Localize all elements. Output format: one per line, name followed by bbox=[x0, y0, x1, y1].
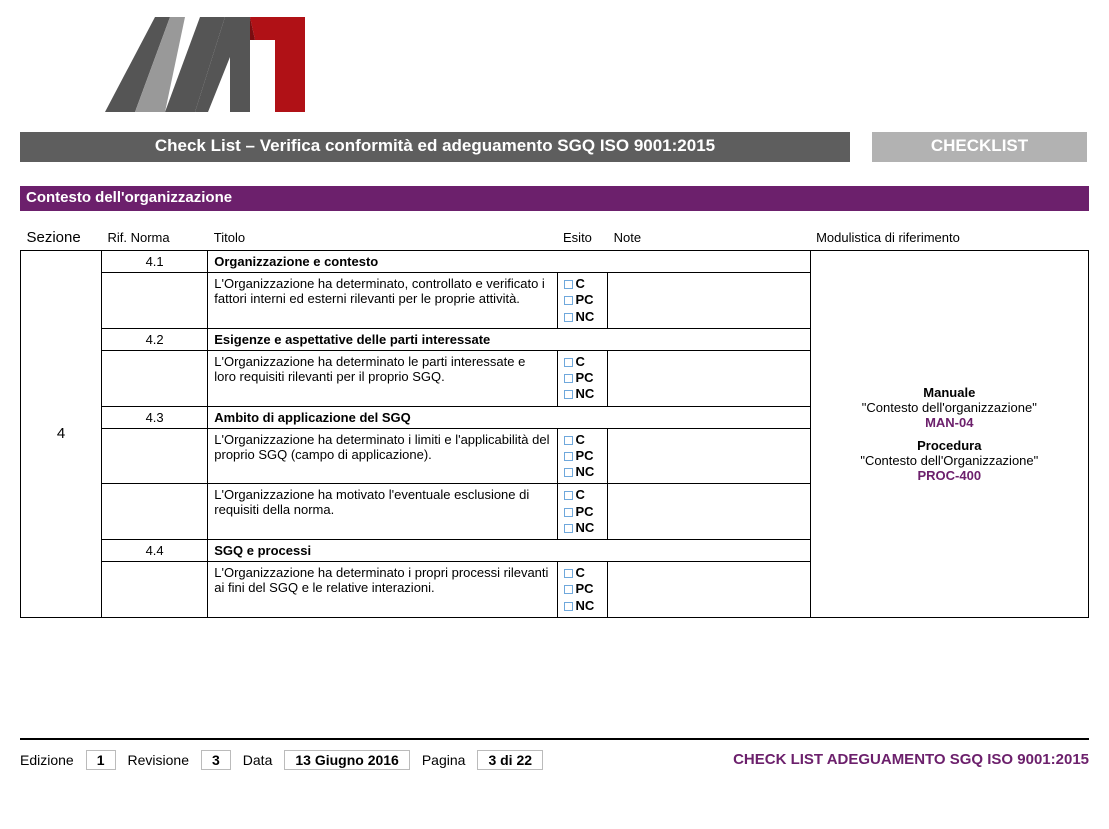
esito-option-label: PC bbox=[576, 581, 594, 596]
footer: Edizione 1 Revisione 3 Data 13 Giugno 20… bbox=[20, 738, 1089, 770]
esito-cell: CPC NC bbox=[557, 562, 608, 618]
col-rif-norma: Rif. Norma bbox=[101, 227, 207, 251]
section-heading: Contesto dell'organizzazione bbox=[20, 186, 1089, 211]
rif-norma-cell bbox=[101, 484, 207, 540]
footer-edizione-label: Edizione bbox=[20, 752, 74, 768]
esito-checkbox[interactable] bbox=[564, 436, 573, 445]
esito-cell: CPCNC bbox=[557, 428, 608, 484]
logo-area bbox=[20, 0, 1089, 132]
footer-pagina-value: 3 di 22 bbox=[477, 750, 543, 770]
footer-data-value: 13 Giugno 2016 bbox=[284, 750, 409, 770]
esito-option-label: C bbox=[576, 432, 585, 447]
esito-checkbox[interactable] bbox=[564, 491, 573, 500]
footer-revisione-label: Revisione bbox=[128, 752, 189, 768]
titolo-cell: L'Organizzazione ha motivato l'eventuale… bbox=[208, 484, 557, 540]
rif-norma-cell bbox=[101, 350, 207, 406]
note-cell[interactable] bbox=[608, 350, 810, 406]
checklist-table: Sezione Rif. Norma Titolo Esito Note Mod… bbox=[20, 227, 1089, 618]
rif-norma-cell: 4.3 bbox=[101, 406, 207, 428]
titolo-header-cell: Organizzazione e contesto bbox=[208, 251, 810, 273]
esito-checkbox[interactable] bbox=[564, 296, 573, 305]
note-cell[interactable] bbox=[608, 484, 810, 540]
rif-norma-cell: 4.4 bbox=[101, 540, 207, 562]
footer-edizione-value: 1 bbox=[86, 750, 116, 770]
logo-icon bbox=[100, 12, 310, 117]
col-modulistica: Modulistica di riferimento bbox=[810, 227, 1088, 251]
esito-option-label: NC bbox=[576, 386, 595, 401]
footer-doc-title: CHECK LIST ADEGUAMENTO SGQ ISO 9001:2015 bbox=[733, 751, 1089, 768]
esito-option-label: NC bbox=[576, 464, 595, 479]
footer-revisione-value: 3 bbox=[201, 750, 231, 770]
modulistica-desc: "Contesto dell'organizzazione" bbox=[817, 400, 1082, 415]
esito-checkbox[interactable] bbox=[564, 468, 573, 477]
rif-norma-cell bbox=[101, 428, 207, 484]
rif-norma-cell bbox=[101, 273, 207, 329]
esito-checkbox[interactable] bbox=[564, 452, 573, 461]
page-title-bar: Check List – Verifica conformità ed adeg… bbox=[20, 132, 850, 162]
titolo-cell: L'Organizzazione ha determinato i propri… bbox=[208, 562, 557, 618]
modulistica-title: Manuale bbox=[817, 385, 1082, 400]
esito-checkbox[interactable] bbox=[564, 569, 573, 578]
esito-checkbox[interactable] bbox=[564, 280, 573, 289]
col-esito: Esito bbox=[557, 227, 608, 251]
esito-option-label: PC bbox=[576, 504, 594, 519]
esito-checkbox[interactable] bbox=[564, 358, 573, 367]
note-cell[interactable] bbox=[608, 273, 810, 329]
esito-checkbox[interactable] bbox=[564, 390, 573, 399]
rif-norma-cell: 4.1 bbox=[101, 251, 207, 273]
note-cell[interactable] bbox=[608, 562, 810, 618]
modulistica-desc: "Contesto dell'Organizzazione" bbox=[817, 453, 1082, 468]
col-note: Note bbox=[608, 227, 810, 251]
titolo-header-cell: Esigenze e aspettative delle parti inter… bbox=[208, 328, 810, 350]
esito-checkbox[interactable] bbox=[564, 585, 573, 594]
esito-checkbox[interactable] bbox=[564, 313, 573, 322]
rif-norma-cell: 4.2 bbox=[101, 328, 207, 350]
esito-checkbox[interactable] bbox=[564, 524, 573, 533]
rif-norma-cell bbox=[101, 562, 207, 618]
titolo-cell: L'Organizzazione ha determinato i limiti… bbox=[208, 428, 557, 484]
col-sezione: Sezione bbox=[21, 227, 102, 251]
col-titolo: Titolo bbox=[208, 227, 557, 251]
esito-option-label: NC bbox=[576, 598, 595, 613]
modulistica-code: PROC-400 bbox=[817, 468, 1082, 483]
modulistica-title: Procedura bbox=[817, 438, 1082, 453]
esito-option-label: PC bbox=[576, 292, 594, 307]
esito-option-label: NC bbox=[576, 520, 595, 535]
esito-option-label: PC bbox=[576, 370, 594, 385]
modulistica-cell: Manuale"Contesto dell'organizzazione"MAN… bbox=[810, 251, 1088, 618]
esito-option-label: C bbox=[576, 276, 585, 291]
titolo-cell: L'Organizzazione ha determinato le parti… bbox=[208, 350, 557, 406]
sezione-cell: 4 bbox=[21, 251, 102, 618]
titolo-cell: L'Organizzazione ha determinato, control… bbox=[208, 273, 557, 329]
titolo-header-cell: SGQ e processi bbox=[208, 540, 810, 562]
esito-checkbox[interactable] bbox=[564, 508, 573, 517]
esito-cell: CPC NC bbox=[557, 273, 608, 329]
modulistica-code: MAN-04 bbox=[817, 415, 1082, 430]
checklist-label-bar: CHECKLIST bbox=[872, 132, 1087, 162]
titolo-header-cell: Ambito di applicazione del SGQ bbox=[208, 406, 810, 428]
esito-option-label: C bbox=[576, 565, 585, 580]
table-row: 44.1Organizzazione e contestoManuale"Con… bbox=[21, 251, 1089, 273]
esito-option-label: NC bbox=[576, 309, 595, 324]
footer-data-label: Data bbox=[243, 752, 273, 768]
footer-pagina-label: Pagina bbox=[422, 752, 466, 768]
esito-option-label: C bbox=[576, 354, 585, 369]
esito-cell: C PCNC bbox=[557, 484, 608, 540]
note-cell[interactable] bbox=[608, 428, 810, 484]
esito-option-label: PC bbox=[576, 448, 594, 463]
esito-checkbox[interactable] bbox=[564, 602, 573, 611]
esito-cell: CPCNC bbox=[557, 350, 608, 406]
esito-option-label: C bbox=[576, 487, 585, 502]
esito-checkbox[interactable] bbox=[564, 374, 573, 383]
